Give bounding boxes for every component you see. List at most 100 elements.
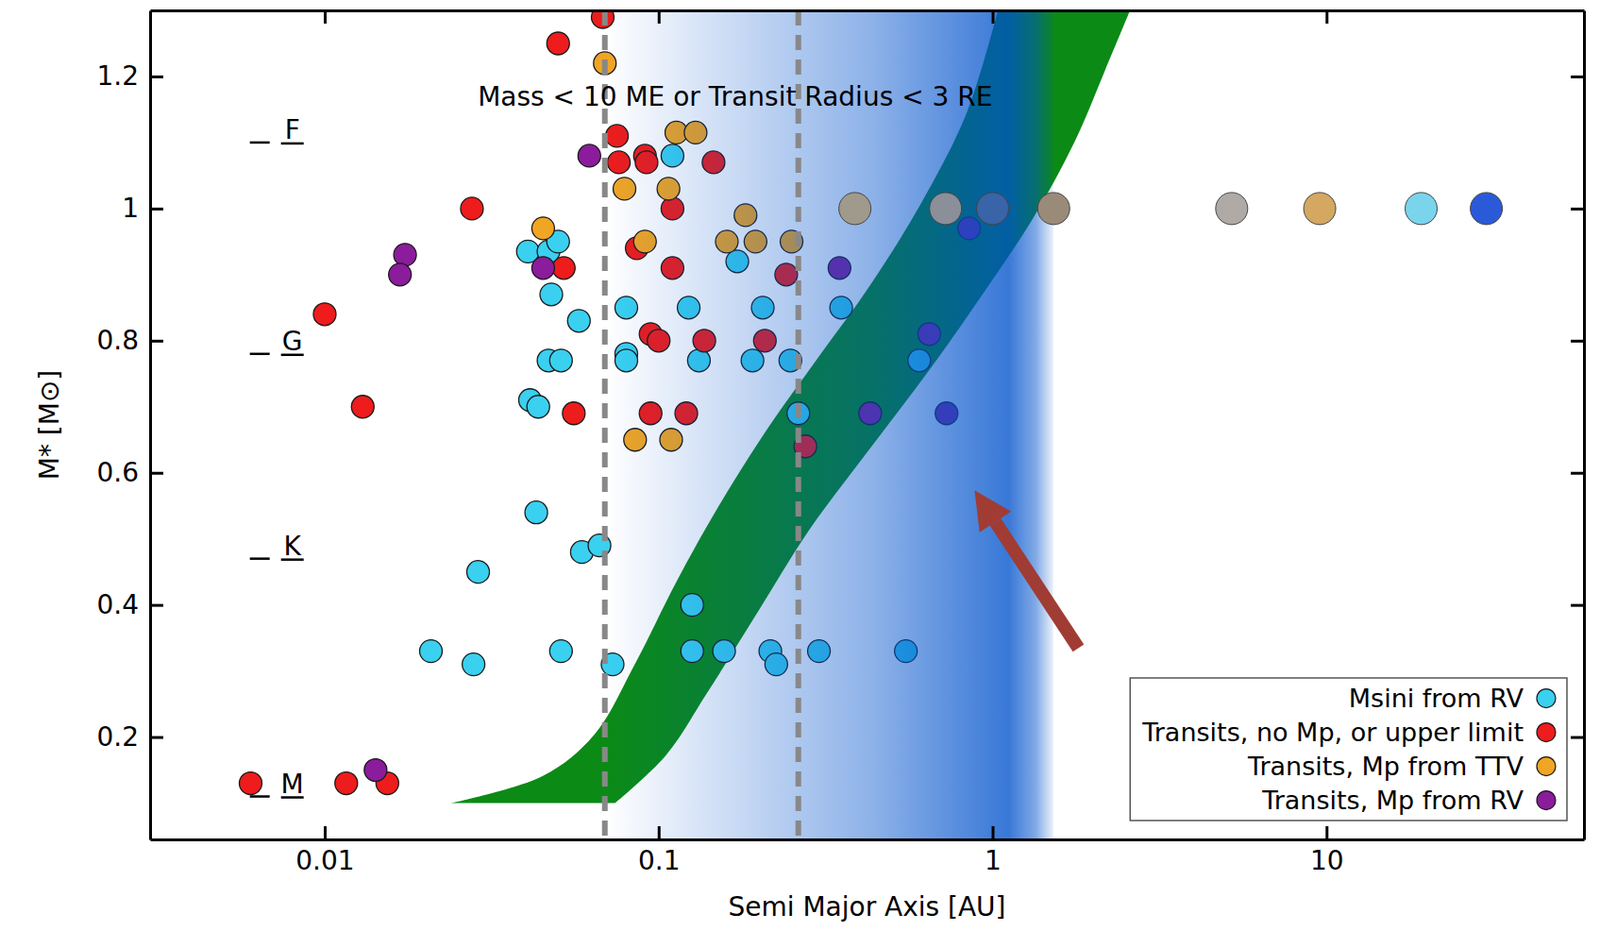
tick-mark	[150, 471, 164, 475]
tick-mark	[323, 10, 327, 24]
tick: 1.2	[96, 60, 164, 92]
spectral-underline	[281, 142, 304, 146]
point	[466, 560, 489, 584]
tick-label: 1	[121, 192, 139, 224]
point	[526, 395, 550, 419]
spectral-label: M	[281, 768, 304, 800]
spectral-underline	[281, 557, 304, 561]
tick-label: 0.8	[96, 324, 139, 356]
legend-item: Msini from RV	[1348, 683, 1556, 713]
tick	[1570, 605, 1584, 607]
spectral-label: F	[285, 114, 301, 146]
planet	[1470, 192, 1503, 225]
x-axis: 0.01 0.1 1 10	[151, 825, 1585, 876]
point	[313, 303, 337, 326]
tick-mark	[150, 736, 164, 740]
point	[549, 640, 573, 663]
axis-line	[1583, 11, 1586, 841]
tick-mark	[657, 825, 661, 840]
tick: 0.2	[96, 721, 164, 753]
tick	[1570, 208, 1584, 210]
tick-mark	[1570, 339, 1584, 343]
planet	[839, 192, 872, 225]
tick-mark	[1570, 736, 1584, 740]
arrow-head	[974, 489, 1011, 532]
planet	[1215, 192, 1248, 225]
point	[462, 653, 486, 676]
legend-marker	[1536, 757, 1556, 776]
point	[546, 32, 570, 55]
point	[577, 144, 601, 168]
legend-item: Transits, Mp from RV	[1261, 785, 1556, 815]
tick: 10	[1310, 825, 1345, 876]
legend-box	[1129, 677, 1567, 821]
tick-mark	[150, 339, 164, 343]
tick-label: 0.2	[96, 721, 139, 753]
chart: 0.010.11100.20.40.60.811.2Semi Major Axi…	[0, 0, 1600, 931]
title: Mass < 10 ME or Transit Radius < 3 RE	[477, 81, 993, 113]
legend: Msini from RV Transits, no Mp, or upper l…	[1129, 677, 1567, 821]
legend-item: Transits, Mp from TTV	[1246, 751, 1556, 781]
tick-mark	[150, 75, 164, 79]
tick-mark	[1570, 207, 1584, 211]
tick	[658, 10, 660, 24]
legend-label: Transits, Mp from TTV	[1246, 751, 1525, 781]
tick	[1570, 340, 1584, 342]
arrow	[974, 489, 1078, 648]
point	[335, 772, 358, 795]
spectral-tick	[250, 794, 270, 798]
legend-label: Transits, no Mp, or upper limit	[1141, 717, 1524, 747]
point	[420, 640, 443, 663]
planet	[1303, 192, 1336, 225]
tick-label: 10	[1310, 844, 1345, 876]
shaded-region	[605, 10, 1054, 840]
legend-item: Transits, no Mp, or upper limit	[1141, 717, 1556, 747]
tick-label: 0.6	[96, 456, 139, 489]
point	[460, 197, 484, 220]
spectral-underline	[281, 353, 304, 357]
legend-items: Msini from RV Transits, no Mp, or upper l…	[1141, 683, 1556, 815]
legend-marker	[1536, 791, 1556, 810]
axis-line	[149, 11, 152, 841]
point	[364, 758, 388, 782]
tick: 1	[121, 192, 164, 224]
tick-label: 1.2	[96, 60, 139, 92]
spectral-label: K	[284, 530, 303, 562]
spectral-tick	[250, 353, 270, 356]
tick-label: 1	[984, 844, 1002, 876]
point	[388, 263, 412, 287]
tick-mark	[150, 604, 164, 607]
arrow-shaft	[994, 522, 1078, 649]
reference-line	[602, 10, 608, 840]
legend-marker	[1536, 689, 1556, 708]
point	[351, 395, 374, 419]
tick: 0.8	[96, 324, 164, 356]
point	[539, 283, 563, 306]
x-axis-top	[151, 10, 1585, 24]
background	[0, 0, 1600, 931]
point	[552, 256, 575, 280]
point	[549, 349, 573, 372]
tick: 0.1	[638, 825, 681, 876]
spectral-tick	[250, 141, 270, 145]
point	[567, 309, 590, 333]
tick-mark	[657, 10, 661, 24]
point	[524, 501, 548, 524]
reference-line	[795, 10, 802, 840]
tick-mark	[323, 825, 327, 840]
tick: 0.01	[295, 825, 354, 876]
axis-line	[151, 9, 1585, 13]
spectral-underline	[281, 795, 304, 799]
tick-label: 0.4	[96, 589, 139, 621]
tick-mark	[1325, 10, 1329, 24]
tick-mark	[1570, 75, 1584, 79]
tick-mark	[1570, 471, 1584, 475]
tick	[1570, 76, 1584, 78]
tick-mark	[150, 207, 164, 211]
point	[531, 217, 555, 240]
y-axis: 0.2 0.4 0.6 0.8 1 1.2	[96, 11, 164, 841]
tick: 1	[984, 825, 1002, 876]
point	[562, 402, 586, 425]
solar-system	[839, 192, 1503, 225]
tick-mark	[992, 10, 995, 24]
